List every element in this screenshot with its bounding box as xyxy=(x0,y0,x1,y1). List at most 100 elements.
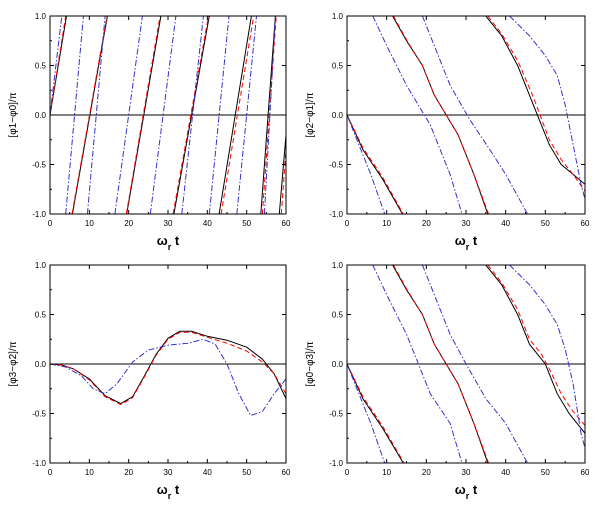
series-dashed-segment-1 xyxy=(50,331,286,406)
x-tick-label: 30 xyxy=(462,219,471,228)
x-axis-label: ωr t xyxy=(455,482,478,501)
y-tick-label: -1.0 xyxy=(32,459,46,468)
y-tick-label: 0.0 xyxy=(332,111,344,120)
y-tick-label: 0.0 xyxy=(35,360,47,369)
panel-4: 0 10 20 30 40 50 60 -1.0 -0.5 0.0 0.5 1.0 ωr t [φ0−φ3… xyxy=(305,261,590,501)
series-solid-segment-1 xyxy=(50,330,286,405)
series-dashdot xyxy=(347,16,585,214)
x-tick-label: 0 xyxy=(345,219,350,228)
series-solid-segment-4 xyxy=(173,16,210,214)
x-tick-label: 60 xyxy=(581,219,590,228)
x-axis-label: ωr t xyxy=(157,233,180,252)
y-tick-label: 0.5 xyxy=(35,311,47,320)
series-solid xyxy=(50,330,286,405)
x-tick-label: 40 xyxy=(501,468,510,477)
series-dashdot-segment-7 xyxy=(208,16,230,214)
series-dashdot xyxy=(347,265,585,463)
series-dashdot-segment-6 xyxy=(181,16,204,214)
x-tick-label: 20 xyxy=(422,219,431,228)
x-tick-label: 40 xyxy=(501,219,510,228)
x-tick-label: 50 xyxy=(541,219,550,228)
x-tick-label: 0 xyxy=(345,468,350,477)
series-dashed xyxy=(347,265,585,463)
x-tick-label: 0 xyxy=(48,468,53,477)
series-dashdot-segment-4 xyxy=(509,265,585,449)
series-dashdot-segment-2 xyxy=(65,16,84,214)
series-dashdot-segment-1 xyxy=(50,338,286,417)
y-axis-label: [φ0−φ3]/π xyxy=(305,341,316,386)
series-dashdot xyxy=(50,338,286,417)
series-dashed-segment-1 xyxy=(347,363,405,463)
series-solid-segment-7 xyxy=(278,134,286,214)
panel-2: 0 10 20 30 40 50 60 -1.0 -0.5 0.0 0.5 1.0 ωr t [φ2−φ1… xyxy=(305,12,590,252)
x-tick-label: 60 xyxy=(581,468,590,477)
x-tick-label: 50 xyxy=(242,468,251,477)
x-tick-label: 30 xyxy=(164,219,173,228)
series-dashed-segment-3 xyxy=(487,16,585,192)
y-tick-label: 0.5 xyxy=(332,311,344,320)
x-tick-label: 50 xyxy=(541,468,550,477)
series-dashdot-segment-3 xyxy=(86,16,106,214)
x-tick-label: 20 xyxy=(124,468,133,477)
x-tick-label: 30 xyxy=(462,468,471,477)
series-dashdot-segment-2 xyxy=(372,16,463,214)
x-tick-label: 10 xyxy=(382,468,391,477)
series-dashed-segment-5 xyxy=(220,16,255,214)
series-solid-segment-5 xyxy=(218,16,252,214)
series-dashdot-segment-1 xyxy=(347,114,386,214)
series-solid-segment-6 xyxy=(260,16,276,214)
series-dashdot-segment-9 xyxy=(263,16,276,214)
x-axis-label: ωr t xyxy=(157,482,180,501)
panel-3: 0 10 20 30 40 50 60 -1.0 -0.5 0.0 0.5 1.0 ωr t [φ3−φ2… xyxy=(8,261,291,501)
series-dashdot xyxy=(50,16,276,214)
series-dashdot-segment-4 xyxy=(114,16,143,214)
series-dashed-segment-2 xyxy=(392,16,490,214)
y-tick-label: 0.5 xyxy=(332,62,344,71)
series-dashed-segment-3 xyxy=(125,16,161,214)
series-dashed xyxy=(50,331,286,406)
y-tick-label: 0.0 xyxy=(332,360,344,369)
y-tick-label: 0.5 xyxy=(35,62,47,71)
y-tick-label: -0.5 xyxy=(329,410,343,419)
y-tick-label: -1.0 xyxy=(329,210,343,219)
series-dashdot-segment-2 xyxy=(372,265,463,463)
y-tick-label: 0.0 xyxy=(35,111,47,120)
series-dashed xyxy=(347,16,585,214)
series-solid-segment-3 xyxy=(485,16,585,185)
series-dashdot-segment-5 xyxy=(149,16,177,214)
series-dashdot-segment-1 xyxy=(347,363,386,463)
x-tick-label: 0 xyxy=(48,219,53,228)
y-tick-label: 1.0 xyxy=(332,261,344,270)
x-axis-label: ωr t xyxy=(455,233,478,252)
x-tick-label: 60 xyxy=(282,468,291,477)
y-tick-label: 1.0 xyxy=(332,12,344,21)
y-axis-label: [φ3−φ2]/π xyxy=(8,341,19,386)
series-dashed xyxy=(50,16,286,214)
series-dashdot-segment-3 xyxy=(421,265,528,463)
y-tick-label: -0.5 xyxy=(329,161,343,170)
y-tick-label: -1.0 xyxy=(32,210,46,219)
series-dashed-segment-3 xyxy=(487,265,585,426)
y-tick-label: -0.5 xyxy=(32,410,46,419)
x-tick-label: 10 xyxy=(85,468,94,477)
y-tick-label: 1.0 xyxy=(35,261,47,270)
series-solid-segment-1 xyxy=(347,114,403,214)
series-dashed-segment-2 xyxy=(71,16,108,214)
series-dashed-segment-1 xyxy=(50,16,67,116)
x-tick-label: 20 xyxy=(124,219,133,228)
series-dashdot-segment-8 xyxy=(236,16,257,214)
x-tick-label: 10 xyxy=(382,219,391,228)
x-tick-label: 60 xyxy=(282,219,291,228)
series-dashdot-segment-3 xyxy=(421,16,528,214)
x-tick-label: 50 xyxy=(242,219,251,228)
y-axis-label: [φ1−φ0]/π xyxy=(8,92,19,137)
x-tick-label: 40 xyxy=(203,468,212,477)
x-tick-label: 30 xyxy=(164,468,173,477)
series-solid-segment-3 xyxy=(485,265,585,434)
series-dashdot-segment-4 xyxy=(509,16,585,200)
series-dashed-segment-2 xyxy=(392,265,490,463)
x-tick-label: 40 xyxy=(203,219,212,228)
series-dashed-segment-4 xyxy=(172,16,209,214)
series-dashed-segment-6 xyxy=(261,16,277,214)
